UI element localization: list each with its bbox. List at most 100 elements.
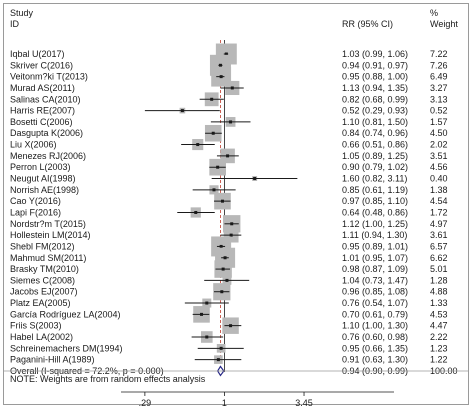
study-row: García Rodríguez LA(2004) 0.70 (0.61, 0.7… (10, 306, 448, 323)
study-weight: 1.72 (430, 207, 448, 217)
header: Study ID RR (95% CI) % Weight (10, 8, 458, 29)
study-weight: 4.97 (430, 219, 448, 229)
point-estimate (219, 346, 223, 350)
study-row: Salinas CA(2010) 0.82 (0.68, 0.99) 3.13 (10, 92, 448, 107)
point-estimate (219, 244, 223, 248)
point-estimate (224, 52, 228, 56)
x-axis: .29 1 3.45 (121, 391, 394, 408)
study-row: Perron L(2003) 0.90 (0.79, 1.02) 4.56 (10, 158, 448, 176)
study-ci-text: 1.10 (1.00, 1.30) (342, 321, 408, 331)
study-weight: 4.54 (430, 196, 448, 206)
study-label: Murad AS(2011) (10, 83, 75, 93)
point-estimate (212, 188, 216, 192)
study-label: Salinas CA(2010) (10, 94, 81, 104)
study-weight: 4.56 (430, 162, 448, 172)
study-row: Cao Y(2016) 0.97 (0.85, 1.10) 4.54 (10, 192, 448, 210)
point-estimate (229, 120, 233, 124)
study-row: Habel LA(2002) 0.76 (0.60, 0.98) 2.22 (10, 331, 448, 343)
study-weight: 6.57 (430, 241, 448, 251)
study-weight: 4.50 (430, 128, 448, 138)
study-label: Platz EA(2005) (10, 298, 71, 308)
study-row: Schreinemachers DM(1994) 0.95 (0.66, 1.35… (10, 343, 448, 353)
study-label: Cao Y(2016) (10, 196, 61, 206)
study-weight: 0.52 (430, 106, 448, 116)
study-ci-text: 1.04 (0.73, 1.47) (342, 275, 408, 285)
study-ci-text: 0.95 (0.66, 1.35) (342, 343, 408, 353)
study-weight: 0.40 (430, 174, 448, 184)
study-ci-text: 1.03 (0.99, 1.06) (342, 49, 408, 59)
plot-frame (3, 3, 469, 405)
point-estimate (200, 312, 204, 316)
study-label: García Rodríguez LA(2004) (10, 309, 121, 319)
study-weight: 3.61 (430, 230, 448, 240)
point-estimate (225, 278, 229, 282)
point-estimate (218, 63, 222, 67)
study-label: Paganini-Hill A(1989) (10, 355, 95, 365)
point-estimate (229, 324, 233, 328)
study-weight: 6.62 (430, 253, 448, 263)
point-estimate (205, 335, 209, 339)
study-label: Jacobs EJ(2007) (10, 287, 78, 297)
point-estimate (216, 358, 220, 362)
study-weight: 1.57 (430, 117, 448, 127)
study-label: Iqbal U(2017) (10, 49, 65, 59)
study-weight: 4.88 (430, 287, 448, 297)
study-row: Jacobs EJ(2007) 0.96 (0.85, 1.08) 4.88 (10, 283, 448, 301)
study-label: Lapi F(2016) (10, 207, 61, 217)
point-estimate (220, 290, 224, 294)
study-label: Friis S(2003) (10, 321, 62, 331)
study-row: Bosetti C(2006) 1.10 (0.81, 1.50) 1.57 (10, 117, 448, 127)
study-ci-text: 0.98 (0.87, 1.09) (342, 264, 408, 274)
point-estimate (223, 256, 227, 260)
point-estimate (210, 97, 214, 101)
study-weight: 4.53 (430, 309, 448, 319)
study-ci-text: 0.64 (0.48, 0.86) (342, 207, 408, 217)
study-row: Harris RE(2007) 0.52 (0.29, 0.93) 0.52 (10, 106, 448, 116)
point-estimate (230, 86, 234, 90)
study-row: Neugut AI(1998) 1.60 (0.82, 3.11) 0.40 (10, 174, 448, 184)
study-weight: 2.02 (430, 140, 448, 150)
header-rr: RR (95% CI) (342, 19, 393, 29)
study-ci-text: 1.11 (0.94, 1.30) (342, 230, 407, 240)
point-estimate (220, 199, 224, 203)
point-estimate (219, 75, 223, 79)
study-row: Siemes C(2008) 1.04 (0.73, 1.47) 1.28 (10, 275, 448, 285)
point-estimate (253, 177, 257, 181)
study-ci-text: 0.82 (0.68, 0.99) (342, 94, 408, 104)
study-row: Menezes RJ(2006) 1.05 (0.89, 1.25) 3.51 (10, 148, 448, 164)
study-label: Shebl FM(2012) (10, 241, 75, 251)
study-row: Dasgupta K(2006) 0.84 (0.74, 0.96) 4.50 (10, 124, 448, 142)
header-id: ID (10, 19, 20, 29)
point-estimate (205, 301, 209, 305)
study-label: Mahmud SM(2011) (10, 253, 86, 263)
study-row: Platz EA(2005) 0.76 (0.54, 1.07) 1.33 (10, 298, 448, 308)
study-weight: 1.38 (430, 185, 448, 195)
study-label: Veitonm?ki T(2013) (10, 72, 88, 82)
study-ci-text: 0.97 (0.85, 1.10) (342, 196, 408, 206)
study-ci-text: 0.85 (0.61, 1.19) (342, 185, 408, 195)
study-ci-text: 0.90 (0.79, 1.02) (342, 162, 408, 172)
study-weight: 2.22 (430, 332, 448, 342)
study-weight: 3.13 (430, 94, 448, 104)
study-label: Siemes C(2008) (10, 275, 75, 285)
weights-note: NOTE: Weights are from random effects an… (10, 374, 206, 384)
header-percent: % (430, 8, 438, 18)
study-ci-text: 0.91 (0.63, 1.30) (342, 355, 408, 365)
point-estimate (211, 131, 215, 135)
study-ci-text: 1.13 (0.94, 1.35) (342, 83, 408, 93)
study-row: Friis S(2003) 1.10 (1.00, 1.30) 4.47 (10, 317, 448, 334)
study-row: Lapi F(2016) 0.64 (0.48, 0.86) 1.72 (10, 207, 448, 218)
study-weight: 1.22 (430, 355, 448, 365)
study-label: Skriver C(2016) (10, 60, 73, 70)
study-label: Neugut AI(1998) (10, 174, 76, 184)
study-ci-text: 1.01 (0.95, 1.07) (342, 253, 408, 263)
x-tick-label: 3.45 (295, 398, 313, 408)
study-ci-text: 0.76 (0.60, 0.98) (342, 332, 408, 342)
study-ci-text: 1.60 (0.82, 3.11) (342, 174, 407, 184)
study-label: Norrish AE(1998) (10, 185, 79, 195)
study-row: Norrish AE(1998) 0.85 (0.61, 1.19) 1.38 (10, 185, 448, 195)
study-weight: 1.23 (430, 343, 448, 353)
study-ci-text: 0.94 (0.91, 0.97) (342, 60, 408, 70)
point-estimate (194, 210, 198, 214)
